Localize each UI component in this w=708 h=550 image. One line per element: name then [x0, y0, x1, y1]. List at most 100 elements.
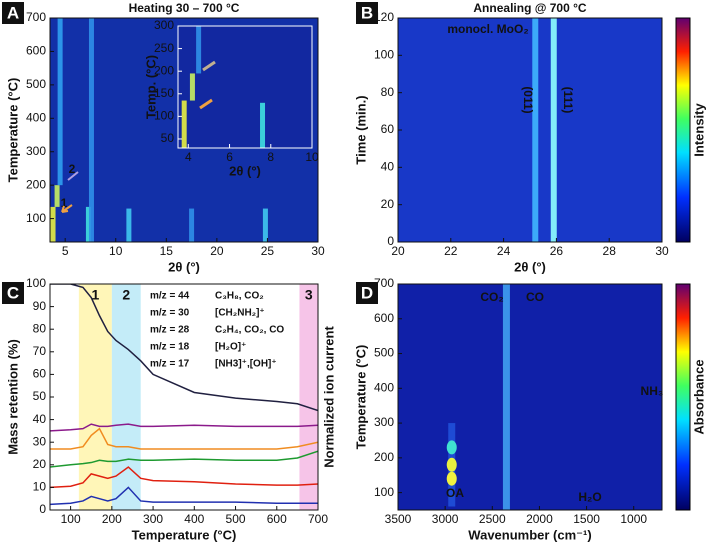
y-tick-label: 100 — [374, 48, 394, 62]
y-tick-label: 700 — [26, 10, 46, 24]
region-label: 1 — [91, 287, 99, 303]
y-axis-label: Temperature (°C) — [353, 345, 368, 450]
heat-streak — [532, 18, 539, 242]
arrow — [202, 60, 216, 72]
panel: 4 6 8 10 50 100 150 200 250 300 2θ (°) Temp. (°C) — [143, 18, 319, 178]
x-tick-label: 3000 — [432, 512, 459, 526]
y-axis-label: Time (min.) — [353, 95, 368, 164]
y-tick-label: 700 — [374, 276, 394, 290]
annotation: 1 — [61, 196, 68, 210]
x-tick-label: 10 — [109, 244, 123, 258]
annotation: CO₂ — [480, 290, 503, 304]
overlay: A B C D — [2, 2, 378, 304]
x-tick-label: 3500 — [385, 512, 412, 526]
legend-entry: m/z = 44 — [150, 291, 190, 302]
x-axis-label: Temperature (°C) — [132, 527, 237, 542]
x-tick-label: 1500 — [573, 512, 600, 526]
y-tick-label: 10 — [33, 480, 47, 494]
x-tick-label: 1000 — [620, 512, 647, 526]
chart-title: Heating 30 – 700 °C — [129, 1, 240, 15]
x-tick-label: 100 — [61, 512, 81, 526]
colorbar-label: Intensity — [691, 103, 706, 157]
y-tick-label: 100 — [26, 276, 46, 290]
y-tick-label: 20 — [381, 197, 395, 211]
plot-frame — [177, 25, 313, 149]
x-tick-label: 20 — [210, 244, 224, 258]
y-tick-label: 20 — [33, 457, 47, 471]
legend-species: [NH3]⁺,[OH]⁺ — [215, 359, 277, 370]
legend-entry: m/z = 28 — [150, 325, 190, 336]
chart-title: Annealing @ 700 °C — [473, 1, 587, 15]
y-tick-label: 50 — [33, 389, 47, 403]
x-axis-label: 2θ (°) — [514, 259, 546, 274]
y-tick-label: 100 — [374, 485, 394, 499]
plot-area — [50, 284, 318, 510]
y-tick-label: 300 — [154, 18, 174, 32]
plot-area — [398, 284, 662, 510]
y-tick-label: 200 — [374, 450, 394, 464]
x-tick-label: 8 — [267, 150, 274, 164]
panel-badge — [356, 2, 378, 24]
heatmap-background — [398, 18, 662, 242]
arrow — [67, 171, 79, 181]
heat-spot — [446, 457, 457, 472]
x-tick-label: 2500 — [479, 512, 506, 526]
x-tick-label: 6 — [226, 150, 233, 164]
region-label: 2 — [122, 287, 130, 303]
x-tick-label: 600 — [267, 512, 287, 526]
panel-label: D — [361, 283, 373, 302]
series-line — [50, 466, 318, 489]
y-tick-label: 300 — [26, 144, 46, 158]
arrow — [199, 98, 213, 110]
panel-label: A — [7, 3, 19, 22]
x-tick-label: 15 — [160, 244, 174, 258]
heat-streak — [88, 18, 94, 242]
y-tick-label: 80 — [33, 321, 47, 335]
heatmap-background — [398, 284, 662, 510]
y-tick-label: 600 — [374, 311, 394, 325]
heat-streak — [189, 73, 195, 101]
legend-species: C₃H₈, CO₂ — [215, 291, 264, 302]
heat-streak — [50, 206, 56, 242]
panel-badge — [356, 282, 378, 304]
region — [299, 284, 318, 510]
y-tick-label: 40 — [381, 160, 395, 174]
plot-area — [178, 26, 312, 148]
panel-label: C — [7, 283, 19, 302]
y-tick-label: 500 — [374, 346, 394, 360]
annotation: NH₃ — [641, 384, 664, 398]
heat-streak — [260, 102, 266, 148]
heat-spot — [446, 471, 457, 486]
series-line — [50, 423, 318, 432]
y-tick-label: 150 — [154, 86, 174, 100]
heat-streak — [189, 208, 195, 242]
annotation: (011) — [521, 86, 535, 113]
x-tick-label: 400 — [184, 512, 204, 526]
series-line — [50, 486, 318, 506]
y-tick-label: 40 — [33, 412, 47, 426]
heat-streak — [57, 18, 63, 186]
heat-streak — [262, 208, 268, 242]
panel: 3500 3000 2500 2000 1500 1000 100 200 300 400 500 6… — [353, 276, 663, 542]
y-tick-label: 500 — [26, 77, 46, 91]
x-axis-label: Wavenumber (cm⁻¹) — [468, 527, 591, 542]
x-tick-label: 25 — [261, 244, 275, 258]
legend-species: [H₂O]⁺ — [215, 342, 246, 353]
colorbar-label: Absorbance — [691, 359, 706, 434]
y-tick-label: 80 — [381, 85, 395, 99]
series-line — [50, 450, 318, 468]
y-tick-label: 120 — [374, 10, 394, 24]
plot-frame — [49, 17, 319, 243]
y-tick-label: 60 — [381, 122, 395, 136]
annotation: CO — [526, 290, 544, 304]
y-tick-label: 0 — [39, 502, 46, 516]
x-tick-label: 700 — [308, 512, 328, 526]
y-tick-label: 60 — [33, 367, 47, 381]
x-tick-label: 30 — [311, 244, 325, 258]
panel: 1 2 3 m/z = 44 C₃H₈, CO₂ m/z = 30 [CH₂NH₂]⁺ m/z… — [5, 276, 336, 542]
x-tick-label: 26 — [550, 244, 564, 258]
x-tick-label: 24 — [497, 244, 511, 258]
heat-streak — [85, 206, 91, 242]
